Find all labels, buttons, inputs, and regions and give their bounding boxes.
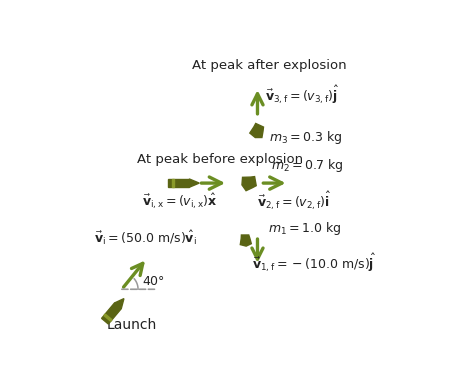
Polygon shape (242, 177, 256, 191)
Text: $\vec{\mathbf{v}}_{\mathrm{3,f}} = (v_{\mathrm{3,f}})\hat{\mathbf{j}}$: $\vec{\mathbf{v}}_{\mathrm{3,f}} = (v_{\… (265, 83, 339, 106)
Text: $m_1 = 1.0\ \mathrm{kg}$: $m_1 = 1.0\ \mathrm{kg}$ (268, 220, 341, 237)
Text: $40°$: $40°$ (142, 275, 166, 288)
Text: $m_2 = 0.7\ \mathrm{kg}$: $m_2 = 0.7\ \mathrm{kg}$ (271, 157, 343, 174)
Polygon shape (240, 235, 251, 246)
Polygon shape (114, 299, 124, 309)
Polygon shape (104, 314, 112, 321)
Polygon shape (189, 179, 199, 187)
Text: $\vec{\mathbf{v}}_{\mathrm{2,f}} = (v_{\mathrm{2,f}})\hat{\mathbf{i}}$: $\vec{\mathbf{v}}_{\mathrm{2,f}} = (v_{\… (258, 190, 332, 212)
Text: $m_3 = 0.3\ \mathrm{kg}$: $m_3 = 0.3\ \mathrm{kg}$ (269, 129, 343, 146)
Text: At peak before explosion: At peak before explosion (137, 153, 303, 166)
Polygon shape (168, 179, 189, 187)
Text: $\vec{\mathbf{v}}_{\mathrm{1,f}} = -(10.0\ \mathrm{m/s})\hat{\mathbf{j}}$: $\vec{\mathbf{v}}_{\mathrm{1,f}} = -(10.… (252, 252, 376, 274)
Text: At peak after explosion: At peak after explosion (192, 59, 346, 72)
Text: $\vec{\mathbf{v}}_{\mathrm{i}} = (50.0\ \mathrm{m/s})\hat{\mathbf{v}}_{\mathrm{i: $\vec{\mathbf{v}}_{\mathrm{i}} = (50.0\ … (94, 229, 197, 247)
Text: $\vec{\mathbf{v}}_{\mathrm{i,x}} = (v_{\mathrm{i,x}})\hat{\mathbf{x}}$: $\vec{\mathbf{v}}_{\mathrm{i,x}} = (v_{\… (142, 191, 218, 211)
Polygon shape (101, 303, 121, 324)
Polygon shape (172, 179, 174, 187)
Text: Launch: Launch (107, 318, 157, 332)
Polygon shape (250, 123, 264, 137)
